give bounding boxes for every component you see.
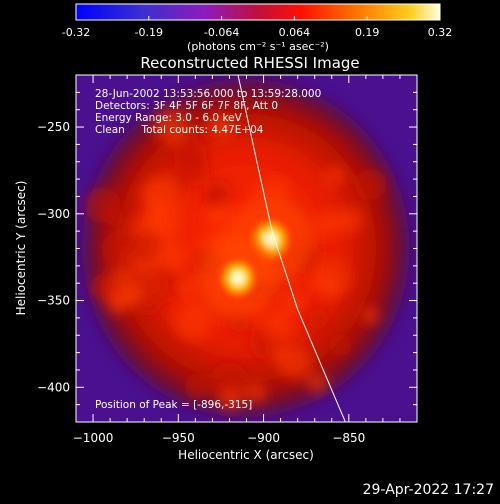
annotation-peak-position: Position of Peak = [-896,-315] bbox=[95, 399, 252, 411]
texture-blob bbox=[90, 274, 117, 301]
annotation-detectors: Detectors: 3F 4F 5F 6F 7F 8F, Att 0 bbox=[95, 100, 278, 112]
texture-blob bbox=[140, 175, 181, 216]
texture-blob bbox=[278, 345, 312, 380]
annotation-energy-range: Energy Range: 3.0 - 6.0 keV bbox=[95, 112, 243, 124]
texture-blob bbox=[329, 334, 352, 357]
annotation-clean-counts: Clean Total counts: 4.47E+04 bbox=[95, 124, 264, 136]
texture-blob bbox=[174, 151, 210, 187]
texture-blob bbox=[312, 258, 353, 298]
colorbar-tick-label: 0.064 bbox=[279, 26, 311, 39]
texture-blob bbox=[314, 209, 343, 238]
texture-blob bbox=[157, 241, 186, 270]
texture-blob bbox=[153, 108, 190, 145]
emission-source bbox=[215, 254, 261, 302]
texture-blob bbox=[308, 308, 329, 330]
colorbar-tick-label: -0.19 bbox=[135, 26, 163, 39]
texture-blob bbox=[245, 382, 267, 404]
y-axis-label: Heliocentric Y (arcsec) bbox=[14, 181, 28, 316]
texture-blob bbox=[173, 302, 213, 341]
texture-blob bbox=[208, 114, 234, 140]
texture-blob bbox=[205, 206, 224, 226]
texture-blob bbox=[263, 311, 294, 342]
solar-limb-curve bbox=[237, 75, 346, 422]
texture-blob bbox=[218, 385, 243, 411]
colorbar-ticks: -0.32 -0.19 -0.064 0.064 0.19 0.32 bbox=[62, 16, 452, 39]
y-tick-label: −250 bbox=[37, 120, 70, 134]
texture-blob bbox=[129, 229, 163, 264]
plot-area: −1000 −950 −900 −850 −400 −350 −300 −250 28-Jun… bbox=[37, 74, 418, 445]
colorbar-gradient bbox=[75, 3, 441, 21]
colorbar-tick-label: -0.32 bbox=[62, 26, 90, 39]
x-tick-label: −850 bbox=[332, 431, 365, 445]
x-axis-label: Heliocentric X (arcsec) bbox=[178, 448, 314, 462]
y-tick-label: −300 bbox=[37, 207, 70, 221]
texture-blob bbox=[141, 264, 180, 303]
annotation-time-range: 28-Jun-2002 13:53:56.000 to 13:59:28.000 bbox=[95, 88, 321, 100]
colorbar-tick-label: 0.32 bbox=[428, 26, 453, 39]
axis-ticks: −1000 −950 −900 −850 −400 −350 −300 −250 bbox=[37, 74, 418, 445]
texture-blob bbox=[337, 207, 363, 233]
texture-blob bbox=[283, 294, 302, 313]
colorbar: -0.32 -0.19 -0.064 0.064 0.19 0.32 (photons c… bbox=[62, 3, 452, 53]
emission-sources bbox=[197, 196, 314, 319]
texture-blob bbox=[204, 187, 225, 208]
x-tick-label: −950 bbox=[162, 431, 195, 445]
texture-blob bbox=[129, 269, 148, 289]
y-tick-label: −350 bbox=[37, 294, 70, 308]
texture-blob bbox=[179, 280, 196, 298]
y-tick-label: −400 bbox=[37, 380, 70, 394]
texture-blob bbox=[101, 230, 140, 269]
colorbar-unit-label: (photons cm⁻² s⁻¹ asec⁻²) bbox=[187, 40, 329, 53]
texture-blob bbox=[361, 306, 380, 325]
chart-title: Reconstructed RHESSI Image bbox=[140, 54, 359, 72]
colorbar-tick-label: -0.064 bbox=[204, 26, 239, 39]
x-tick-label: −900 bbox=[247, 431, 280, 445]
x-tick-label: −1000 bbox=[73, 431, 114, 445]
texture-blob bbox=[325, 166, 345, 187]
date-stamp: 29-Apr-2022 17:27 bbox=[362, 482, 494, 498]
colorbar-tick-label: 0.19 bbox=[355, 26, 380, 39]
texture-blob bbox=[355, 168, 387, 201]
texture-blob bbox=[184, 373, 210, 400]
texture-blob bbox=[84, 187, 121, 223]
texture-blob bbox=[306, 371, 329, 394]
